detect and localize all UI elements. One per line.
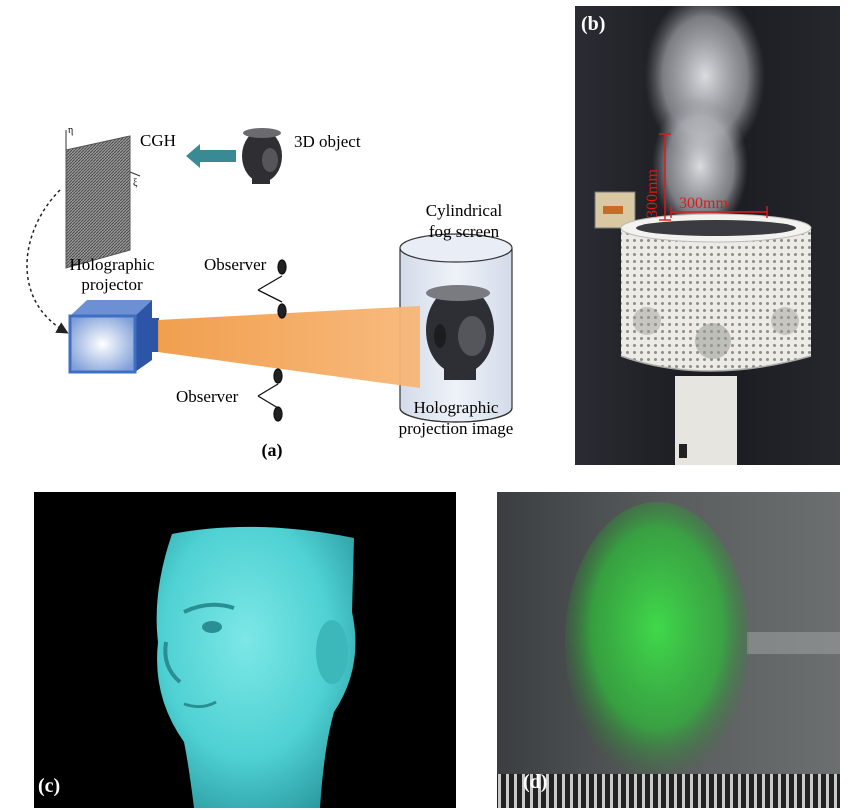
green-head-photo: (d)	[497, 492, 840, 808]
panel-a-label: (a)	[262, 440, 283, 461]
dimension-lines	[659, 133, 768, 221]
observer-eye-bottom	[257, 368, 283, 422]
screen-label-line1: Cylindrical	[426, 201, 503, 220]
eta-axis-label: η	[68, 125, 73, 136]
panel-d-reconstruction-photo: (d)	[497, 492, 840, 808]
projector-label-line2: projector	[81, 275, 143, 294]
grille	[497, 774, 840, 808]
height-dimension-label: 300mm	[644, 169, 661, 218]
small-3d-object-head	[242, 128, 282, 184]
green-hologram-head	[565, 502, 749, 782]
panel-a-schematic: CGH 3D object η ξ Cylindrical fog screen…	[0, 0, 560, 470]
fog-generator-cylinder	[620, 213, 812, 372]
observer-top-label: Observer	[204, 255, 267, 274]
panel-b-photo: 300mm 300mm (b)	[575, 6, 840, 465]
object-label: 3D object	[294, 132, 361, 151]
xi-axis-label: ξ	[133, 178, 138, 189]
image-label-line1: Holographic	[414, 398, 499, 417]
fog-screen-photo: 300mm 300mm (b)	[575, 6, 840, 465]
screen-label-line2: fog screen	[429, 222, 500, 241]
object-to-cgh-arrow	[186, 144, 236, 168]
cgh-plane	[65, 130, 141, 269]
width-dimension-label: 300mm	[679, 195, 728, 212]
projector-label-line1: Holographic	[70, 255, 155, 274]
panel-c-rendered-object: (c)	[34, 492, 456, 808]
projection-beam	[158, 306, 420, 388]
cyan-head-render: (c)	[34, 492, 456, 808]
projected-head-image	[426, 285, 494, 380]
image-label-line2: projection image	[399, 419, 514, 438]
cgh-label: CGH	[140, 131, 176, 150]
cgh-to-projector-dashed-arrow	[26, 189, 69, 334]
panel-c-label: (c)	[38, 775, 60, 797]
holographic-projector-cube	[68, 300, 159, 374]
observer-bottom-label: Observer	[176, 387, 239, 406]
panel-d-label: (d)	[523, 771, 547, 793]
observer-eye-top	[257, 259, 287, 319]
schematic-drawing: CGH 3D object η ξ Cylindrical fog screen…	[26, 125, 514, 461]
cyan-head	[156, 526, 356, 808]
panel-b-label: (b)	[581, 13, 605, 35]
